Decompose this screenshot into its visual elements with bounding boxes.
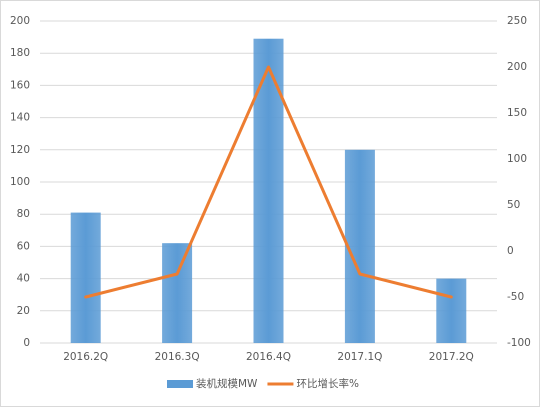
y-tick-label: 200	[10, 15, 30, 27]
bar	[436, 278, 467, 343]
y-tick-label: 160	[10, 79, 30, 91]
x-tick-label: 2016.4Q	[246, 351, 291, 363]
x-tick-label: 2017.2Q	[429, 351, 474, 363]
y2-tick-label: 0	[507, 245, 514, 257]
legend-swatch	[167, 380, 193, 388]
y-tick-label: 80	[17, 208, 30, 220]
y-tick-label: 120	[10, 144, 30, 156]
x-tick-label: 2016.3Q	[155, 351, 200, 363]
y-tick-label: 20	[17, 305, 30, 317]
y2-tick-label: -50	[507, 291, 524, 303]
bar	[253, 38, 284, 344]
y2-tick-label: 150	[507, 107, 527, 119]
y-tick-label: 40	[17, 273, 30, 285]
y-tick-label: 180	[10, 47, 30, 59]
x-tick-label: 2016.2Q	[63, 351, 108, 363]
x-tick-label: 2017.1Q	[337, 351, 382, 363]
y-tick-label: 100	[10, 176, 30, 188]
y-tick-label: 60	[17, 240, 30, 252]
legend-label: 装机规模MW	[196, 377, 258, 390]
y-tick-label: 0	[23, 337, 30, 349]
bar	[70, 212, 101, 343]
bar	[162, 243, 193, 343]
y2-tick-label: 50	[507, 199, 520, 211]
legend-label: 环比增长率%	[296, 377, 358, 390]
y2-tick-label: -100	[507, 337, 531, 349]
y2-tick-label: 250	[507, 15, 527, 27]
bar	[344, 149, 375, 343]
line	[84, 65, 453, 299]
y-tick-label: 140	[10, 112, 30, 124]
y2-tick-label: 100	[507, 153, 527, 165]
y2-tick-label: 200	[507, 61, 527, 73]
